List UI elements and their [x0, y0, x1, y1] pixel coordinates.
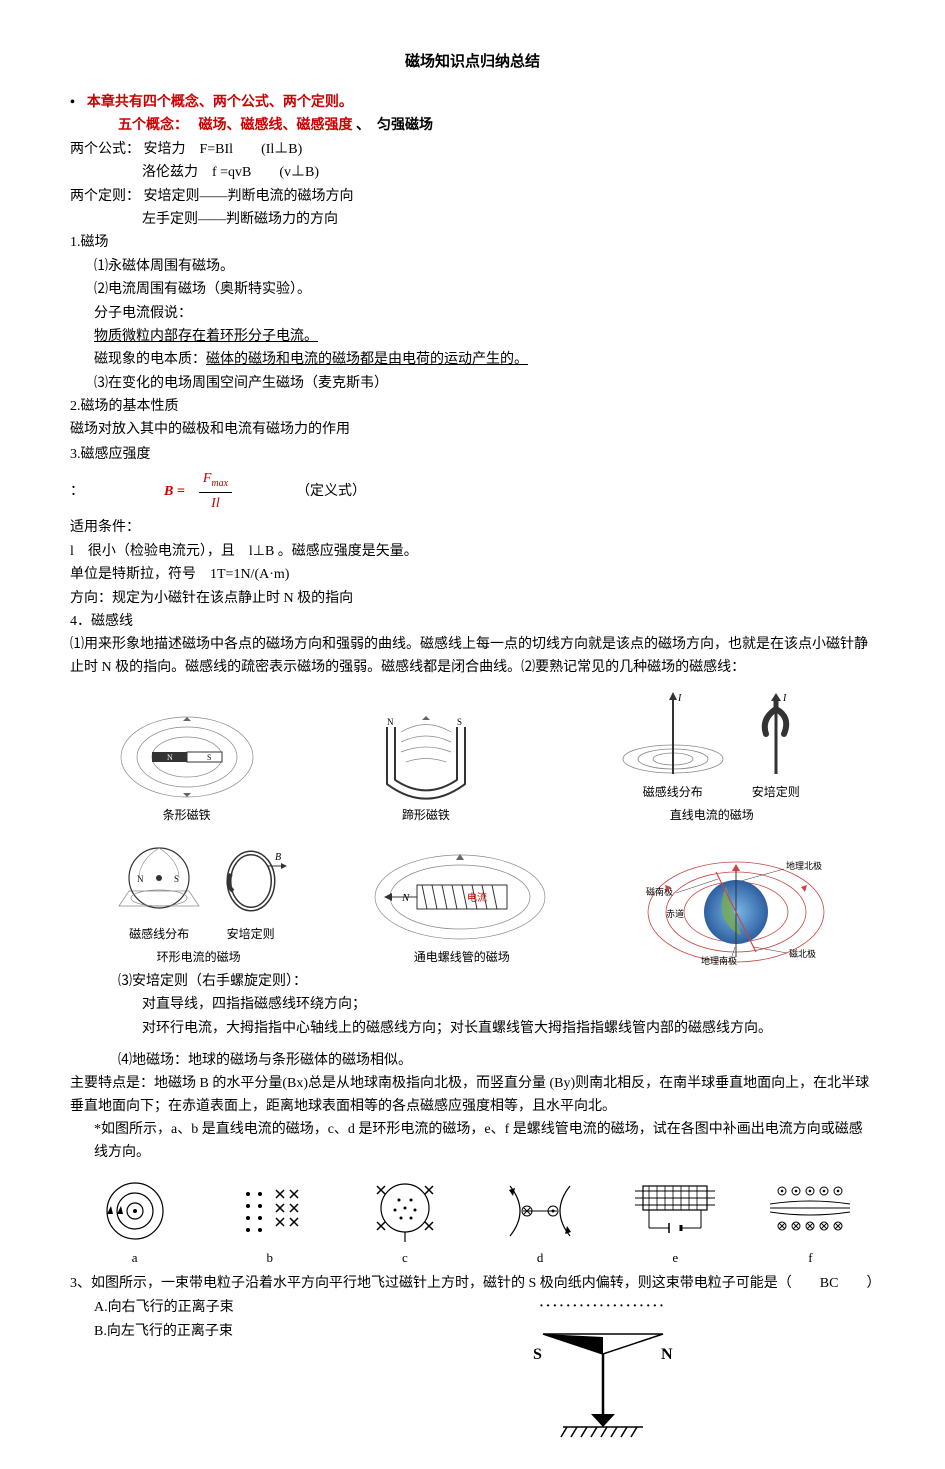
fig-b: b: [205, 1176, 334, 1269]
two-formula-line: 两个公式： 安培力 F=BIl (Il⊥B): [70, 139, 875, 161]
ampere-formula: 安培力 F=BIl (Il⊥B): [144, 142, 303, 157]
fig1c-right: 安培定则: [741, 783, 811, 802]
section-2: 2.磁场的基本性质: [70, 396, 875, 418]
svg-text:N: N: [387, 717, 394, 727]
fig-horseshoe: N S 蹄形磁铁: [309, 712, 542, 825]
svg-text:S: S: [457, 717, 462, 727]
s4-3: ⑶安培定则（右手螺旋定则）：: [118, 971, 875, 993]
label-d: d: [476, 1248, 605, 1269]
b-equals: B =: [164, 481, 185, 503]
fraction: Fmax Il: [199, 468, 232, 515]
two-rule-line: 两个定则： 安培定则——判断电流的磁场方向: [70, 186, 875, 208]
frac-den: Il: [207, 493, 224, 515]
section-3: 3.磁感应强度: [70, 444, 151, 466]
fig-bar-magnet: N S 条形磁铁: [70, 712, 303, 825]
unit-line: 单位是特斯拉，符号 1T=1N/(A·m): [70, 564, 875, 586]
svg-text:N: N: [167, 753, 173, 762]
svg-text:B: B: [275, 852, 281, 863]
s3-colon: ：: [70, 481, 84, 503]
frac-num: Fmax: [199, 468, 232, 493]
svg-text:磁北极: 磁北极: [789, 948, 816, 959]
label-f: f: [746, 1248, 875, 1269]
rule2: 左手定则——判断磁场力的方向: [142, 209, 875, 231]
s4-3b: 对环行电流，大拇指指中心轴线上的磁感线方向；对长直螺线管大拇指指指螺线管内部的磁…: [142, 1018, 875, 1040]
svg-text:地理北极: 地理北极: [786, 860, 822, 871]
two-rule-label: 两个定则：: [70, 189, 140, 204]
five-label: 五个概念：: [118, 118, 181, 133]
five-concepts-line: 五个概念： 磁场、磁感线、磁感强度 、 匀强磁场: [118, 115, 875, 137]
fig-solenoid: N 电流 通电螺线管的磁场: [333, 849, 590, 967]
fig-a: a: [70, 1176, 199, 1269]
s3-def: （定义式）: [296, 481, 366, 503]
svg-text:S: S: [174, 874, 179, 884]
fig-loop-field: N S 磁感线分布 B 安培定则 环形电流的磁场: [70, 836, 327, 967]
figure-row-3: a b: [70, 1176, 875, 1269]
svg-text:S: S: [533, 1346, 542, 1363]
s1e-pre: 磁现象的电本质：: [94, 352, 206, 367]
dots-line: ···················: [330, 1296, 875, 1318]
figure-row-1: N S 条形磁铁 N S 蹄形磁铁: [70, 689, 875, 825]
section-4: 4．磁感线: [70, 611, 875, 633]
fig1b-label: 蹄形磁铁: [309, 806, 542, 825]
q3b: B.向左飞行的正离子束: [94, 1321, 330, 1343]
svg-text:S: S: [207, 753, 211, 762]
apply-a: l 很小（检验电流元），且 l⊥B 。磁感应强度是矢量。: [70, 541, 875, 563]
lorentz-line: 洛伦兹力 f =qvB (v⊥B): [142, 162, 875, 184]
page-title: 磁场知识点归纳总结: [70, 50, 875, 74]
fig2c-label: 通电螺线管的磁场: [333, 948, 590, 967]
svg-text:电流: 电流: [467, 891, 487, 904]
label-b: b: [205, 1248, 334, 1269]
fig-c: c: [340, 1176, 469, 1269]
s1a: ⑴永磁体周围有磁场。: [94, 256, 875, 278]
label-e: e: [611, 1248, 740, 1269]
s1b: ⑵电流周围有磁场（奥斯特实验）。: [94, 279, 875, 301]
svg-text:N: N: [401, 892, 410, 904]
five-tail: 、 匀强磁场: [356, 118, 433, 133]
fig1a-label: 条形磁铁: [70, 806, 303, 825]
s4-3a: 对直导线，四指指磁感线环绕方向；: [142, 994, 875, 1016]
fig-earth: 地理北极 磁南极 赤道 磁北极 地理南极: [596, 857, 875, 967]
five-items: 磁场、磁感线、磁感强度: [199, 118, 353, 133]
fig-f: f: [746, 1176, 875, 1269]
label-c: c: [340, 1248, 469, 1269]
label-a: a: [70, 1248, 199, 1269]
svg-text:N: N: [137, 874, 144, 884]
b-formula-row: ： B = Fmax Il （定义式）: [70, 468, 875, 515]
fig2b-label: 安培定则: [213, 925, 288, 944]
fig-e: e: [611, 1176, 740, 1269]
exercise-star: *如图所示，a、b 是直线电流的磁场，c、d 是环形电流的磁场，e、f 是螺线管…: [94, 1119, 875, 1164]
s1c: 分子电流假说：: [94, 303, 875, 325]
apply-label: 适用条件：: [70, 517, 875, 539]
fig2ab-label: 环形电流的磁场: [70, 948, 327, 967]
rule1: 安培定则——判断电流的磁场方向: [144, 189, 354, 204]
svg-text:I: I: [677, 693, 682, 704]
s4-4a: 主要特点是：地磁场 B 的水平分量(Bx)总是从地球南极指向北极，而竖直分量 (…: [70, 1073, 875, 1118]
q3a: A.向右飞行的正离子束: [94, 1297, 330, 1319]
two-formula-label: 两个公式：: [70, 142, 140, 157]
intro-text: 本章共有四个概念、两个公式、两个定则。: [87, 92, 353, 114]
bullet-dot: •: [70, 92, 75, 114]
figure-row-2: N S 磁感线分布 B 安培定则 环形电流的磁场: [70, 836, 875, 967]
compass-figure: ··················· S N: [330, 1296, 875, 1438]
svg-text:I: I: [782, 693, 787, 704]
svg-text:赤道: 赤道: [666, 908, 684, 919]
svg-text:N: N: [661, 1346, 673, 1363]
s1e: 磁体的磁场和电流的磁场都是由电荷的运动产生的。: [206, 352, 528, 367]
s4a: ⑴用来形象地描述磁场中各点的磁场方向和强弱的曲线。磁感线上每一点的切线方向就是该…: [70, 634, 875, 679]
s1e-row: 磁现象的电本质：磁体的磁场和电流的磁场都是由电荷的运动产生的。: [94, 349, 875, 371]
fig1c-top: 磁感线分布: [613, 783, 733, 802]
s1f: ⑶在变化的电场周围空间产生磁场（麦克斯韦）: [94, 373, 875, 395]
intro-row: • 本章共有四个概念、两个公式、两个定则。: [70, 92, 875, 114]
direction-line: 方向：规定为小磁针在该点静止时 N 极的指向: [70, 588, 875, 610]
section-3-row: 3.磁感应强度: [70, 444, 875, 466]
fig1c-label: 直线电流的磁场: [548, 806, 875, 825]
fig-d: d: [476, 1176, 605, 1269]
q3: 3、如图所示，一束带电粒子沿着水平方向平行地飞过磁针上方时，磁针的 S 极向纸内…: [70, 1273, 875, 1295]
s2a: 磁场对放入其中的磁极和电流有磁场力的作用: [70, 419, 875, 441]
fig-straight-wire: I 磁感线分布 I 安培定则 直线电流的磁场: [548, 689, 875, 825]
section-1: 1.磁场: [70, 232, 875, 254]
s1d: 物质微粒内部存在着环形分子电流。: [94, 326, 875, 348]
s4-4: ⑷地磁场：地球的磁场与条形磁体的磁场相似。: [118, 1050, 875, 1072]
fig2a-label: 磁感线分布: [109, 925, 209, 944]
